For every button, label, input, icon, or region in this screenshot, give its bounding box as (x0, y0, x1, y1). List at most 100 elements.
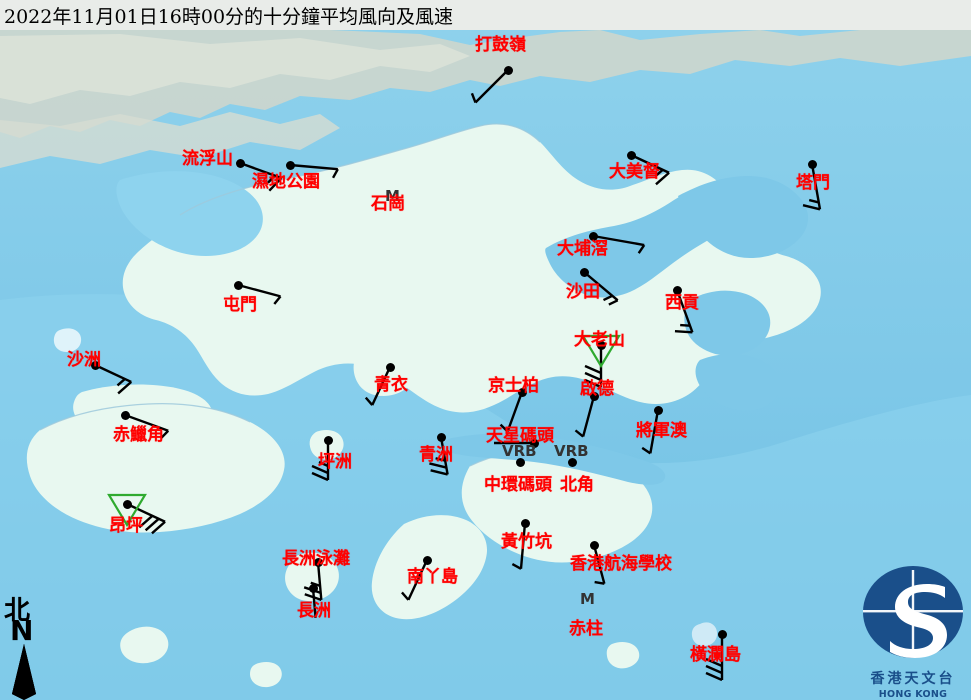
wind-barb-icon (641, 409, 660, 455)
station-dot (422, 555, 432, 565)
sai-kung-bays (684, 290, 771, 356)
wind-barb-icon (583, 271, 619, 306)
station-label: 屯門 (223, 295, 257, 315)
station-label: 青洲 (419, 445, 453, 465)
station-dot (588, 231, 598, 241)
station-label: 橫瀾島 (690, 645, 741, 665)
wind-barb-icon (494, 441, 534, 445)
station-label: 流浮山 (182, 149, 233, 169)
wind-barb-icon (674, 289, 694, 334)
north-needle-icon (12, 644, 36, 700)
station-dot (515, 457, 525, 467)
sha-chau-islet (53, 328, 82, 352)
station-dot (308, 583, 318, 593)
station-dot (233, 280, 243, 290)
tsing-yi-island (353, 348, 415, 396)
station-dot (517, 387, 527, 397)
north-label-en: N (10, 614, 34, 647)
station-dot (520, 518, 530, 528)
lantau-island (26, 403, 285, 533)
station-label: 天星碼頭 (486, 426, 554, 446)
wind-barb-icon (802, 163, 822, 211)
wind-barb-icon (94, 363, 133, 395)
station-label: 中環碼頭 (484, 475, 552, 495)
high-ground-triangle-icon (581, 334, 621, 368)
wind-barb-icon (126, 502, 166, 535)
station-label: 沙洲 (67, 350, 101, 370)
station-label: 濕地公園 (252, 172, 320, 192)
high-ground-triangle-icon (107, 493, 147, 527)
station-dot (589, 391, 599, 401)
mainland-urban-texture (0, 34, 470, 104)
station-label: 京士柏 (488, 376, 539, 396)
cheung-chau-island (285, 552, 339, 602)
waglan-islet (691, 622, 718, 646)
station-label: 啟德 (580, 379, 614, 399)
station-label: 黃竹坑 (501, 532, 552, 552)
north-label-cn: 北 (4, 596, 31, 626)
station-label: 青衣 (374, 375, 408, 395)
missing-data-indicator: M (385, 187, 400, 205)
station-label: 大埔滘 (557, 239, 608, 259)
station-label: 北角 (560, 475, 594, 495)
station-dot (323, 435, 333, 445)
station-dot (122, 499, 132, 509)
map-title-bar: 2022年11月01日16時00分的十分鐘平均風向及風速 (0, 0, 971, 30)
station-label: 昂坪 (109, 516, 143, 536)
station-label: 坪洲 (318, 452, 352, 472)
station-dot (672, 285, 682, 295)
wind-barb-icon (592, 234, 646, 254)
page-title: 2022年11月01日16時00分的十分鐘平均風向及風速 (4, 6, 454, 28)
hko-logo: 香港天文台 HONG KONG OBSERVATORY (855, 562, 971, 700)
hong-kong-island (461, 450, 653, 563)
wind-barb-icon (630, 153, 670, 186)
station-dot (385, 362, 395, 372)
station-label: 長洲泳灘 (282, 549, 350, 569)
logo-text-cn: 香港天文台 (870, 671, 956, 687)
variable-wind-indicator: VRB (502, 442, 537, 460)
station-label: 石崗 (371, 194, 405, 214)
wind-barb-icon (574, 395, 596, 438)
station-dot (529, 438, 539, 448)
station-dot (653, 405, 663, 415)
small-islet-a (120, 626, 169, 664)
wind-barb-icon (239, 161, 283, 192)
variable-wind-indicator: VRB (554, 442, 589, 460)
peng-chau-island (309, 430, 344, 460)
station-dot (567, 457, 577, 467)
north-arrow: 北 N (2, 590, 62, 700)
station-label: 沙田 (566, 282, 600, 302)
station-label: 打鼓嶺 (475, 35, 526, 55)
wind-barb-icon (401, 559, 429, 601)
new-territories-landmass (122, 123, 821, 413)
station-dot (90, 360, 100, 370)
station-label: 大美督 (609, 162, 660, 182)
wind-barb-icon (364, 366, 392, 406)
station-label: 赤鱲角 (113, 425, 164, 445)
station-label: 大老山 (574, 330, 625, 350)
wind-barb-icon (470, 69, 509, 104)
wind-barb-icon (289, 163, 339, 179)
wind-barb-icon (499, 391, 524, 433)
wind-barb-icon (511, 522, 527, 570)
wind-barb-icon (592, 544, 606, 585)
wind-barb-icon (429, 436, 449, 476)
station-dot (589, 540, 599, 550)
southern-islets (606, 642, 640, 669)
station-dot (807, 159, 817, 169)
station-label: 南丫島 (407, 567, 458, 587)
missing-data-indicator: M (580, 590, 595, 608)
victoria-harbour (443, 433, 666, 485)
port-shelter (695, 354, 780, 411)
station-dot (235, 158, 245, 168)
station-dot (503, 65, 513, 75)
tolo-channel-outer (678, 176, 809, 258)
station-label: 將軍澳 (636, 421, 687, 441)
mainland-extra-land (0, 112, 340, 168)
station-dot (120, 410, 130, 420)
wind-barb-icon (705, 634, 724, 682)
wind-barb-icon (124, 413, 170, 439)
station-dot (596, 340, 606, 350)
